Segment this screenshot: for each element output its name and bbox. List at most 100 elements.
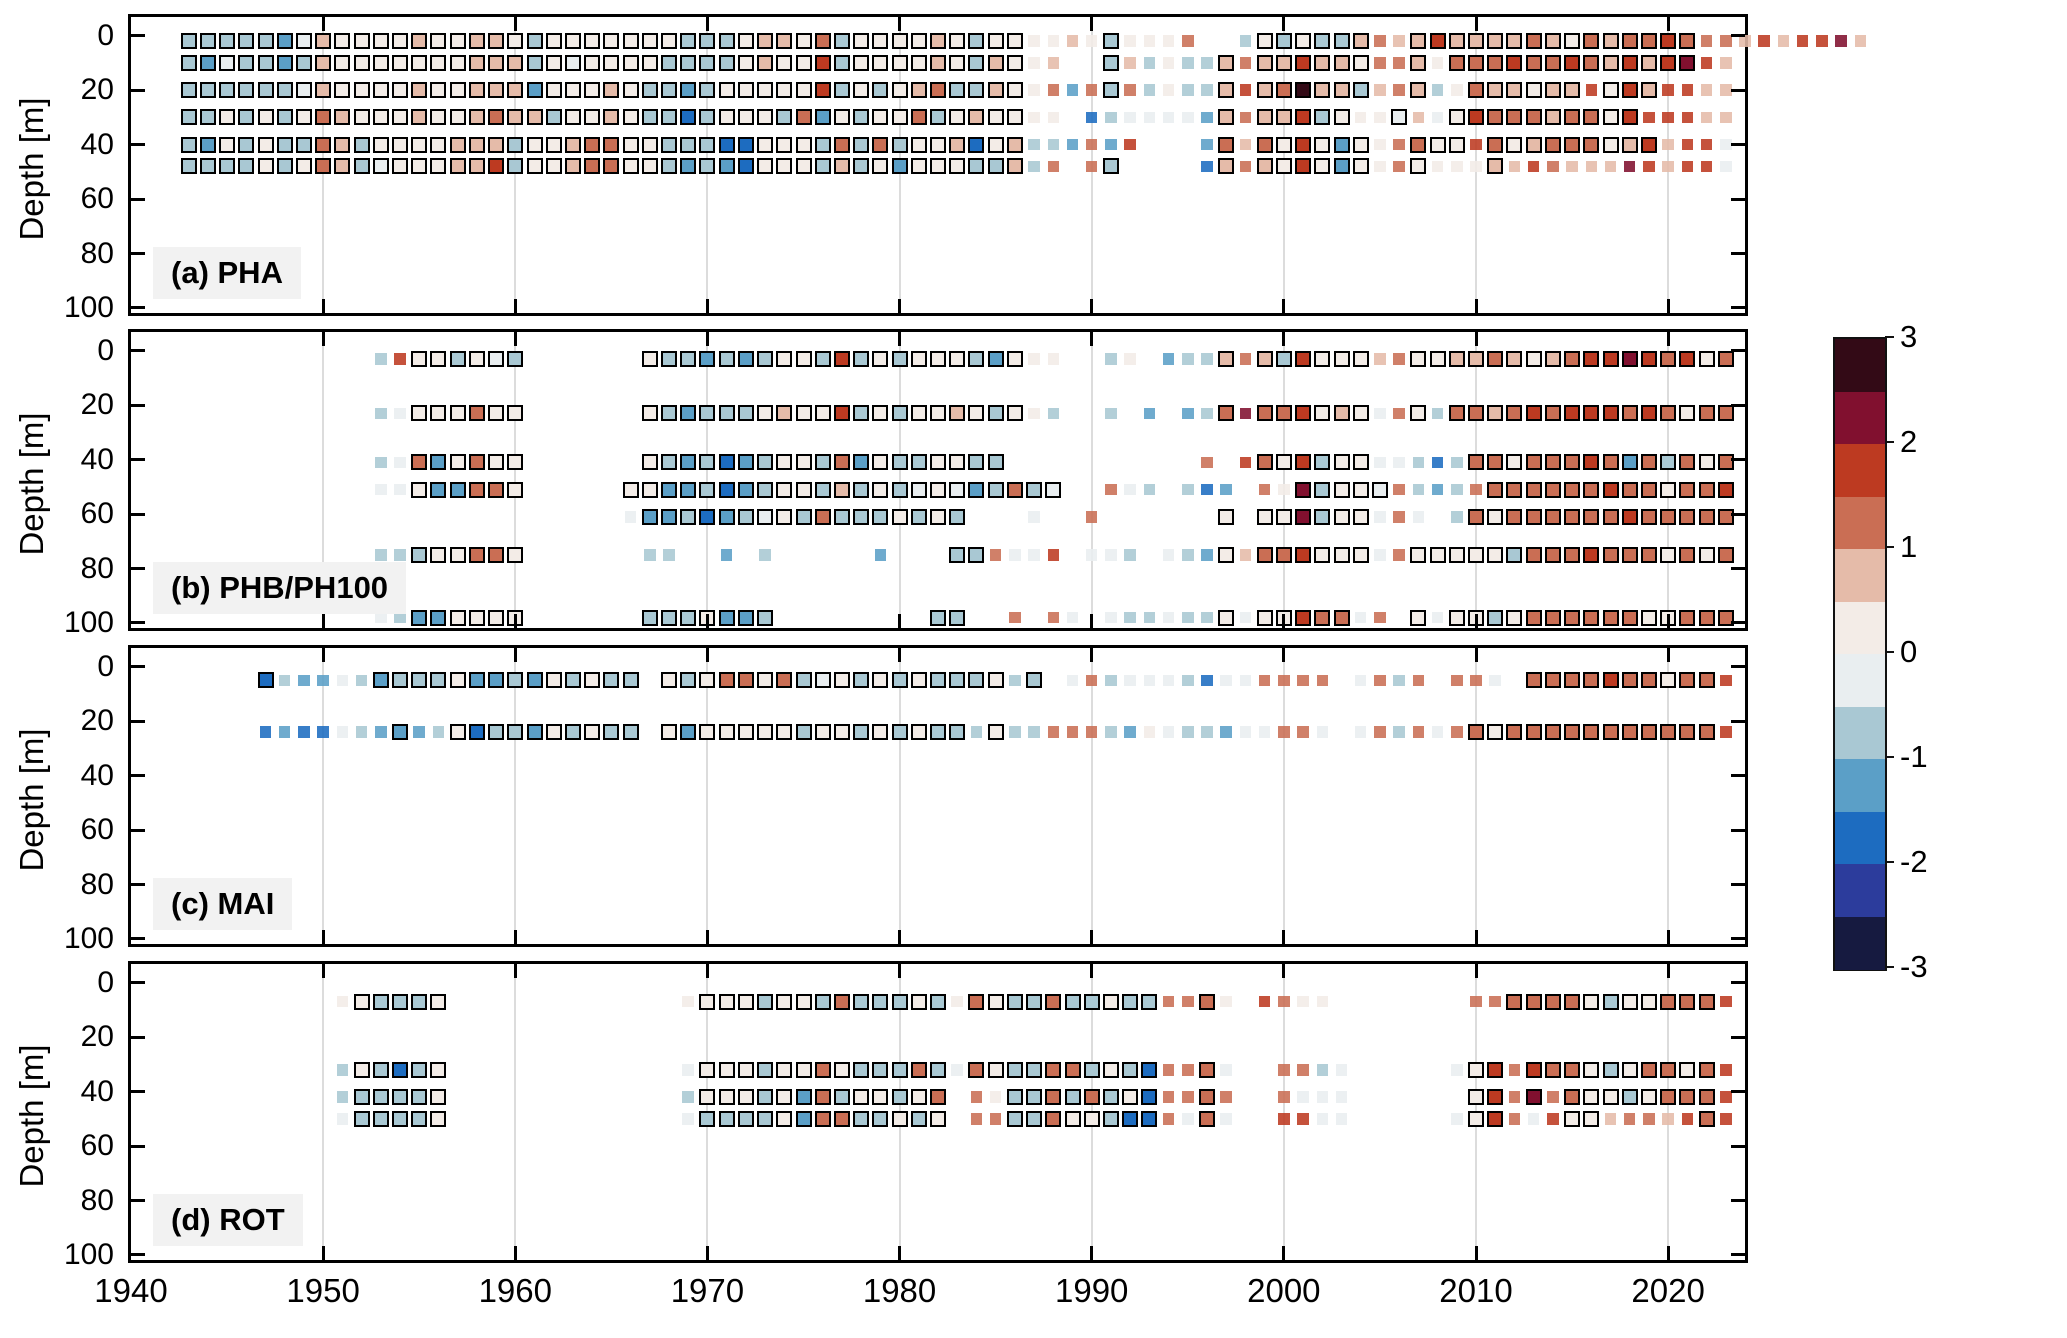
heat-cell bbox=[699, 136, 716, 153]
heat-cell bbox=[1333, 454, 1350, 471]
heat-cell bbox=[968, 350, 985, 367]
heat-cell bbox=[372, 672, 389, 689]
heat-cell bbox=[1085, 549, 1098, 561]
heat-cell bbox=[1564, 724, 1581, 740]
heat-cell bbox=[603, 672, 620, 689]
heat-cell bbox=[930, 724, 946, 740]
heat-cell bbox=[757, 405, 774, 422]
heat-cell bbox=[1643, 111, 1655, 124]
heat-cell bbox=[564, 54, 581, 71]
heat-cell bbox=[430, 136, 447, 153]
heat-cell bbox=[1640, 405, 1657, 422]
heat-cell bbox=[1506, 993, 1523, 1010]
heat-cell bbox=[699, 724, 716, 740]
heat-cell bbox=[1047, 160, 1060, 173]
heat-cell bbox=[622, 109, 639, 126]
heat-cell bbox=[1102, 158, 1119, 175]
heat-cell bbox=[526, 54, 543, 71]
heat-cell bbox=[1602, 481, 1619, 498]
heat-cell bbox=[430, 993, 447, 1010]
x-tick bbox=[513, 648, 517, 662]
heat-cell bbox=[1295, 82, 1312, 99]
heat-cell bbox=[720, 549, 733, 561]
heat-cell bbox=[1564, 82, 1581, 99]
heat-cell bbox=[1278, 726, 1290, 738]
heat-cell bbox=[891, 481, 908, 498]
heat-cell bbox=[1083, 1110, 1100, 1127]
heat-cell bbox=[526, 136, 543, 153]
x-tick bbox=[321, 614, 325, 628]
heat-cell bbox=[1720, 1091, 1732, 1103]
x-tick bbox=[321, 1246, 325, 1260]
heat-cell bbox=[1468, 350, 1484, 367]
heat-cell bbox=[1256, 508, 1273, 525]
heat-cell bbox=[1564, 350, 1581, 367]
heat-cell bbox=[718, 405, 735, 422]
heat-cell bbox=[1393, 57, 1405, 69]
heat-cell bbox=[1239, 456, 1252, 469]
heat-cell bbox=[411, 1110, 428, 1127]
heat-cell bbox=[507, 136, 524, 153]
heat-cell bbox=[1316, 726, 1329, 738]
heat-cell bbox=[334, 54, 351, 71]
heat-cell bbox=[737, 672, 754, 689]
heat-cell bbox=[1182, 57, 1194, 69]
heat-cell bbox=[1006, 993, 1023, 1010]
heat-cell bbox=[891, 1061, 908, 1078]
heat-cell bbox=[1564, 508, 1581, 525]
heat-cell bbox=[1448, 136, 1465, 153]
heat-cell bbox=[375, 726, 387, 738]
heat-cell bbox=[814, 54, 831, 71]
heat-cell bbox=[949, 454, 966, 471]
heat-cell bbox=[1506, 109, 1523, 126]
heat-cell bbox=[1487, 481, 1504, 498]
heat-cell bbox=[353, 1061, 370, 1078]
heat-cell bbox=[392, 109, 408, 126]
heat-cell bbox=[795, 405, 812, 422]
heat-cell bbox=[392, 33, 408, 50]
heat-cell bbox=[680, 136, 697, 153]
heat-cell bbox=[411, 54, 428, 71]
heat-cell bbox=[545, 54, 562, 71]
heat-cell bbox=[336, 1113, 349, 1125]
heat-cell bbox=[394, 549, 406, 561]
heat-cell bbox=[680, 54, 697, 71]
heat-cell bbox=[853, 350, 870, 367]
heat-cell bbox=[699, 508, 716, 525]
heat-cell bbox=[814, 672, 831, 689]
heat-cell bbox=[411, 33, 428, 50]
heat-cell bbox=[1275, 33, 1292, 50]
heat-cell bbox=[334, 33, 351, 50]
heat-cell bbox=[1525, 508, 1542, 525]
heat-cell bbox=[930, 33, 946, 50]
heat-cell bbox=[795, 1110, 812, 1127]
y-tick bbox=[131, 774, 145, 778]
colorbar-tick bbox=[1885, 651, 1894, 653]
heat-cell bbox=[584, 672, 601, 689]
panel-rot: (d) ROT bbox=[128, 961, 1748, 1263]
heat-cell bbox=[1506, 33, 1523, 50]
heat-cell bbox=[1643, 160, 1655, 173]
heat-cell bbox=[1393, 353, 1405, 365]
heat-cell bbox=[238, 136, 255, 153]
heat-cell bbox=[776, 993, 793, 1010]
heat-cell bbox=[776, 508, 793, 525]
heat-cell bbox=[930, 350, 946, 367]
heat-cell bbox=[238, 82, 255, 99]
heat-cell bbox=[488, 724, 505, 740]
heat-cell bbox=[392, 1110, 408, 1127]
heat-cell bbox=[468, 136, 485, 153]
heat-cell bbox=[449, 136, 466, 153]
heat-cell bbox=[891, 33, 908, 50]
heat-cell bbox=[336, 1064, 349, 1076]
heat-cell bbox=[661, 454, 677, 471]
heat-cell bbox=[1431, 483, 1444, 496]
heat-cell bbox=[776, 405, 793, 422]
heat-cell bbox=[1374, 160, 1386, 173]
heat-cell bbox=[1487, 508, 1504, 525]
heat-cell bbox=[737, 109, 754, 126]
heat-cell bbox=[1487, 82, 1504, 99]
heat-cell bbox=[1028, 138, 1040, 151]
colorbar-tick-label: 3 bbox=[1900, 319, 1918, 354]
heat-cell bbox=[891, 82, 908, 99]
